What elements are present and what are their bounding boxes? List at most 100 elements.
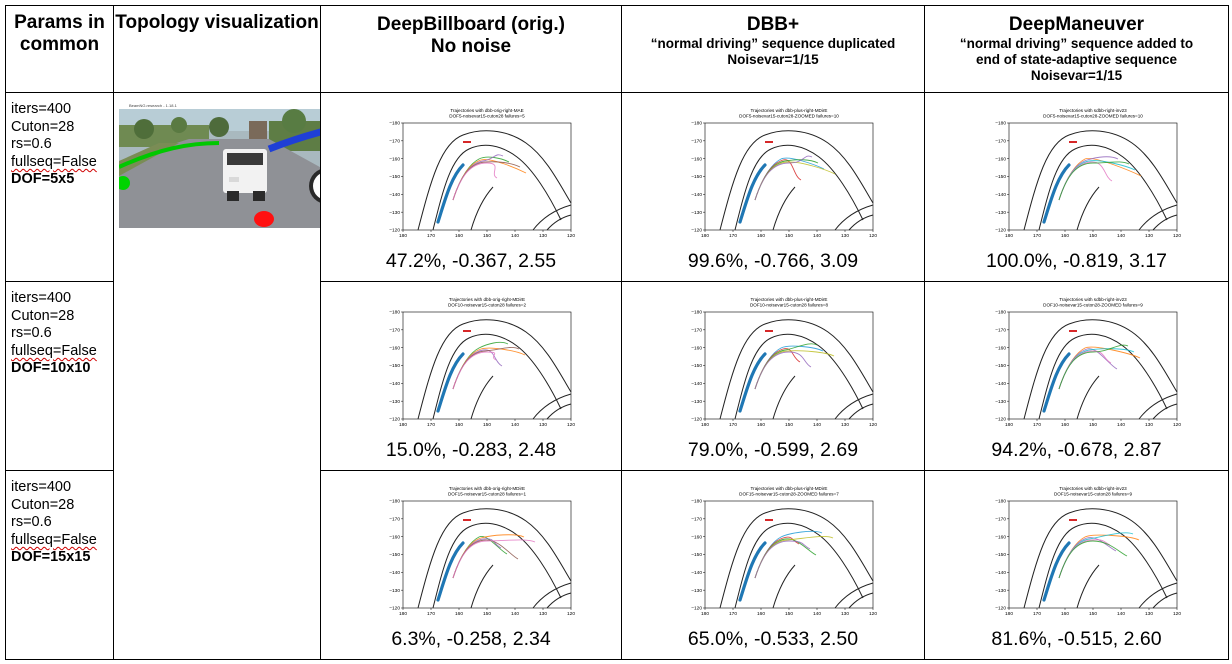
y-tick-label: −170 bbox=[389, 138, 400, 144]
track-boundary bbox=[417, 130, 572, 231]
y-tick-label: −180 bbox=[389, 121, 400, 127]
y-tick-label: −180 bbox=[691, 121, 702, 127]
trajectory-plot: Trajectories with dbb-orig-right-MDirE DO… bbox=[322, 294, 621, 434]
x-tick-label: 130 bbox=[1144, 422, 1152, 428]
x-tick-label: 180 bbox=[399, 422, 407, 428]
track-boundary bbox=[432, 333, 562, 420]
header-col1-title1: DeepBillboard (orig.) bbox=[377, 14, 565, 35]
track-boundary bbox=[734, 522, 864, 609]
track-boundary bbox=[834, 204, 874, 231]
y-tick-label: −170 bbox=[995, 138, 1006, 144]
x-tick-label: 150 bbox=[785, 611, 793, 617]
x-tick-label: 140 bbox=[511, 233, 519, 239]
y-tick-label: −120 bbox=[691, 606, 702, 612]
track-boundary bbox=[1076, 375, 1099, 420]
trajectory-line bbox=[754, 540, 811, 579]
y-tick-label: −150 bbox=[389, 363, 400, 369]
metric-value: 100.0%, -0.819, 3.17 bbox=[985, 250, 1168, 272]
main-trajectory bbox=[436, 352, 465, 413]
plot-subtitle: DOF5-noisevar15-cuton28-ZOOMED failures=… bbox=[739, 114, 839, 119]
table-row: iters=400 Cuton=28 rs=0.6 fullseq=False … bbox=[5, 92, 1229, 660]
metric-value: 15.0%, -0.283, 2.48 bbox=[385, 439, 557, 461]
plot-title: Trajectories with dbb-orig-right-MDirE bbox=[449, 486, 525, 491]
params-cell-0: iters=400 Cuton=28 rs=0.6 fullseq=False … bbox=[5, 92, 114, 282]
track-boundary bbox=[1023, 130, 1177, 231]
plot-subtitle: DOF15-noisevar15-cuton28-ZOOMED failures… bbox=[739, 492, 839, 497]
header-deepmaneuver: DeepManeuver “normal driving” sequence a… bbox=[924, 5, 1229, 93]
plot-title: Trajectories with dbb-orig-right-MDirE bbox=[449, 297, 525, 302]
trajectory-line bbox=[1058, 540, 1127, 579]
track-boundary bbox=[1038, 522, 1167, 609]
y-tick-label: −140 bbox=[691, 570, 702, 576]
main-trajectory bbox=[436, 163, 465, 224]
y-tick-label: −160 bbox=[691, 345, 702, 351]
y-tick-label: −160 bbox=[389, 534, 400, 540]
y-tick-label: −170 bbox=[691, 138, 702, 144]
x-tick-label: 140 bbox=[813, 233, 821, 239]
y-tick-label: −180 bbox=[995, 499, 1006, 505]
plot-frame bbox=[1008, 122, 1177, 231]
trajectory-plot: Trajectories with dbb-orig-right-MAE DOF5… bbox=[322, 105, 621, 245]
x-tick-label: 130 bbox=[539, 611, 547, 617]
x-tick-label: 180 bbox=[701, 233, 709, 239]
result-cell-0-2: Trajectories with sdbb-right-inv23 DOF5-n… bbox=[924, 92, 1229, 282]
track-boundary bbox=[1152, 214, 1177, 231]
y-tick-label: −170 bbox=[691, 327, 702, 333]
trajectory-line bbox=[754, 155, 813, 201]
param-cuton: Cuton=28 bbox=[11, 118, 75, 135]
header-topology-label: Topology visualization bbox=[115, 12, 319, 33]
y-tick-label: −130 bbox=[995, 399, 1006, 405]
x-tick-label: 140 bbox=[511, 611, 519, 617]
topology-window-title: BeamNG.research - 1.18.1 bbox=[129, 103, 178, 108]
x-tick-label: 170 bbox=[427, 422, 435, 428]
param-dof: DOF=15x15 bbox=[11, 549, 91, 566]
x-tick-label: 180 bbox=[1004, 422, 1012, 428]
x-tick-label: 140 bbox=[511, 422, 519, 428]
y-tick-label: −150 bbox=[691, 552, 702, 558]
plot-subtitle: DOF10-noisevar15-cuton28 failures=2 bbox=[448, 303, 526, 308]
x-tick-label: 130 bbox=[1144, 233, 1152, 239]
param-fullseq: fullseq=False bbox=[11, 153, 97, 170]
plot-subtitle: DOF15-noisevar15-cuton28 failures=1 bbox=[448, 492, 526, 497]
y-tick-label: −140 bbox=[691, 381, 702, 387]
track-boundary bbox=[470, 564, 494, 609]
x-tick-label: 180 bbox=[1004, 233, 1012, 239]
x-tick-label: 150 bbox=[483, 233, 491, 239]
x-tick-label: 140 bbox=[1116, 422, 1124, 428]
y-tick-label: −170 bbox=[691, 516, 702, 522]
track-boundary bbox=[734, 333, 864, 420]
trajectory-plot-svg: Trajectories with sdbb-right-inv23DOF10-… bbox=[995, 297, 1181, 428]
metric-value: 94.2%, -0.678, 2.87 bbox=[991, 439, 1162, 461]
header-deepbillboard: DeepBillboard (orig.) No noise bbox=[320, 5, 622, 93]
x-tick-label: 160 bbox=[455, 422, 463, 428]
header-col3-sub2: end of state-adaptive sequence bbox=[975, 52, 1178, 67]
param-iters: iters=400 bbox=[11, 101, 72, 117]
trajectory-plot-svg: Trajectories with dbb-orig-right-MDirEDO… bbox=[389, 486, 575, 617]
plot-title: Trajectories with sdbb-right-inv23 bbox=[1059, 486, 1127, 491]
plot-subtitle: DOF10-noisevar15-cuton28 failures=8 bbox=[750, 303, 828, 308]
x-tick-label: 170 bbox=[1032, 233, 1040, 239]
x-tick-label: 130 bbox=[841, 611, 849, 617]
trajectory-line bbox=[754, 161, 836, 201]
trajectory-plot: Trajectories with sdbb-right-inv23 DOF5-n… bbox=[927, 105, 1227, 245]
x-tick-label: 120 bbox=[567, 233, 575, 239]
x-tick-label: 160 bbox=[1060, 233, 1068, 239]
y-tick-label: −170 bbox=[995, 516, 1006, 522]
x-tick-label: 160 bbox=[757, 611, 765, 617]
x-tick-label: 130 bbox=[539, 233, 547, 239]
y-tick-label: −130 bbox=[995, 588, 1006, 594]
x-tick-label: 150 bbox=[1088, 422, 1096, 428]
main-trajectory bbox=[1041, 352, 1071, 413]
track-boundary bbox=[1138, 582, 1177, 609]
y-tick-label: −160 bbox=[995, 156, 1006, 162]
plot-frame bbox=[704, 122, 874, 231]
trajectory-plot-svg: Trajectories with sdbb-right-inv23DOF15-… bbox=[995, 486, 1181, 617]
result-cell-2-1: Trajectories with dbb-plus-right-MDirE DO… bbox=[621, 470, 925, 660]
header-row: Params in common Topology visualization … bbox=[5, 5, 1229, 93]
y-tick-label: −150 bbox=[995, 363, 1006, 369]
x-tick-label: 160 bbox=[757, 233, 765, 239]
params-cell-1: iters=400 Cuton=28 rs=0.6 fullseq=False … bbox=[5, 281, 114, 471]
y-tick-label: −130 bbox=[995, 210, 1006, 216]
topology-screenshot: BeamNG.research - 1.18.1 bbox=[119, 101, 320, 228]
track-boundary bbox=[1023, 319, 1177, 420]
